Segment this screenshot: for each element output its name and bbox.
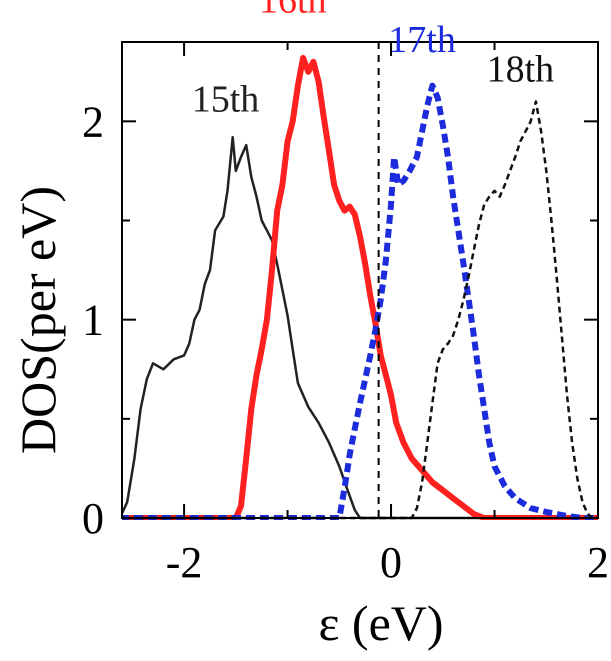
- series-line-15th: [122, 135, 598, 520]
- plot-frame: [121, 41, 599, 519]
- y-tick-label: 2: [82, 97, 104, 146]
- series-line-16th: [122, 54, 598, 520]
- x-tick-label: -2: [166, 538, 203, 587]
- series-layer: [122, 54, 598, 520]
- x-axis-label: ε (eV): [318, 595, 443, 651]
- series-label-17th: 17th: [388, 19, 456, 61]
- series-labels: 15th 16th 17th 18th: [192, 0, 554, 120]
- series-label-18th: 18th: [487, 49, 555, 91]
- series-line-18th: [122, 100, 598, 520]
- series-label-16th: 16th: [259, 0, 327, 21]
- ticks-layer: -2 0 2 0 1 2: [82, 42, 609, 587]
- x-tick-label: 2: [587, 538, 609, 587]
- y-tick-label: 0: [82, 494, 104, 543]
- x-tick-label: 0: [380, 538, 402, 587]
- series-label-15th: 15th: [192, 78, 260, 120]
- y-axis-label: DOS(per eV): [10, 186, 66, 454]
- y-tick-label: 1: [82, 296, 104, 345]
- series-line-17th: [122, 82, 598, 520]
